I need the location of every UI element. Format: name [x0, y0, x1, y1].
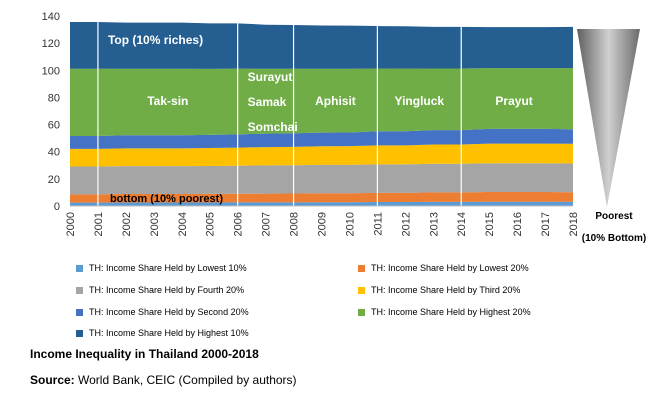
- era-label-surayut: Surayut: [248, 70, 293, 84]
- area-lowest-10: [70, 201, 573, 206]
- y-tick-label: 120: [42, 38, 60, 50]
- x-tick-label: 2003: [149, 212, 161, 236]
- era-divider-lines: [97, 18, 462, 206]
- y-tick-label: 0: [54, 201, 60, 213]
- x-tick-label: 2007: [261, 212, 273, 236]
- x-tick-label: 2000: [65, 212, 77, 236]
- poorest-label: Poorest: [595, 211, 633, 222]
- era-label-samak: Samak: [248, 95, 287, 109]
- area-second-20: [70, 128, 573, 149]
- inequality-funnel: [577, 29, 640, 207]
- era-label-prayut: Prayut: [495, 94, 532, 108]
- era-label-yingluck: Yingluck: [395, 94, 445, 108]
- chart-axes: 0 20 40 60 80 100 120 140 2000 2001 2002 2003 2004 20…: [42, 11, 580, 236]
- top-10-riches-label: Top (10% riches): [108, 33, 203, 47]
- x-tick-label: 2005: [205, 212, 217, 236]
- x-tick-label: 2018: [568, 212, 580, 236]
- y-tick-label: 80: [48, 92, 60, 104]
- area-lowest-20: [70, 192, 573, 203]
- x-tick-label: 2010: [344, 212, 356, 236]
- area-highest-10: [70, 21, 573, 69]
- x-tick-label: 2002: [121, 212, 133, 236]
- era-label-tak-sin: Tak-sin: [147, 94, 188, 108]
- x-tick-label: 2009: [317, 212, 329, 236]
- figure-caption-title: Income Inequality in Thailand 2000-2018: [30, 347, 259, 361]
- x-tick-label: 2008: [289, 212, 301, 236]
- source-label: Source:: [30, 373, 75, 387]
- x-tick-label: 2017: [540, 212, 552, 236]
- area-fourth-20: [70, 163, 573, 195]
- y-tick-label: 100: [42, 65, 60, 77]
- y-tick-label: 40: [48, 147, 60, 159]
- source-text: World Bank, CEIC (Compiled by authors): [74, 373, 297, 387]
- era-label-aphisit: Aphisit: [315, 94, 356, 108]
- x-tick-label: 2011: [372, 212, 384, 236]
- x-tick-label: 2014: [456, 212, 468, 236]
- era-label-somchai: Somchai: [248, 120, 298, 134]
- y-tick-label: 140: [42, 11, 60, 23]
- x-tick-label: 2016: [512, 212, 524, 236]
- y-tick-label: 20: [48, 174, 60, 186]
- x-tick-label: 2015: [484, 212, 496, 236]
- x-tick-label: 2013: [428, 212, 440, 236]
- x-tick-label: 2001: [93, 212, 105, 236]
- x-tick-label: 2004: [177, 212, 189, 236]
- area-layers: [70, 21, 573, 206]
- figure-caption-source: Source: World Bank, CEIC (Compiled by au…: [30, 373, 297, 387]
- poorest-sublabel: (10% Bottom): [582, 233, 646, 244]
- bottom-10-poorest-label: bottom (10% poorest): [110, 193, 223, 205]
- funnel-shape: [577, 29, 640, 207]
- x-tick-label: 2006: [233, 212, 245, 236]
- area-third-20: [70, 143, 573, 167]
- x-tick-label: 2012: [400, 212, 412, 236]
- area-highest-20: [70, 68, 573, 136]
- y-tick-label: 60: [48, 120, 60, 132]
